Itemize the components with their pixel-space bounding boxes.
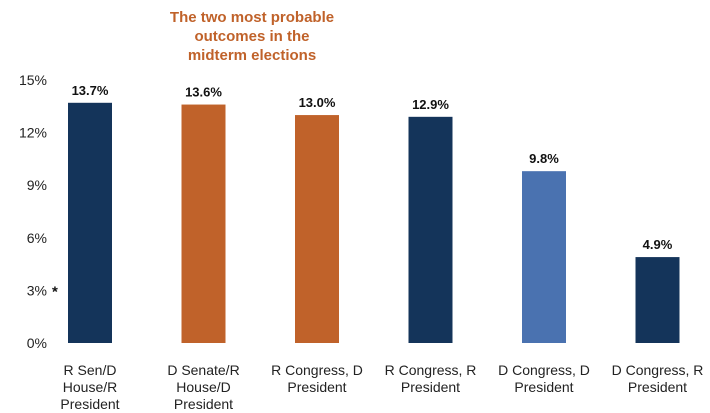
category-label-line: President: [174, 396, 233, 412]
bar: [635, 257, 680, 343]
category-label-line: President: [628, 379, 687, 395]
category-label-line: R Congress, R: [385, 362, 477, 378]
bar: [295, 115, 339, 343]
category-label-line: R Sen/D: [64, 362, 117, 378]
data-label: 13.0%: [299, 95, 336, 110]
category-label: D Senate/R House/D President: [167, 362, 239, 412]
category-label-line: President: [401, 379, 460, 395]
category-label-line: R Congress, D: [271, 362, 363, 378]
category-label-line: President: [514, 379, 573, 395]
annotation-text: The two most probable outcomes in the midt…: [170, 9, 334, 64]
category-label-line: President: [60, 396, 119, 412]
annotation-line: outcomes in the: [194, 28, 309, 45]
category-label: R Congress, R President: [385, 362, 477, 395]
y-marker-asterisk: *: [52, 283, 58, 300]
data-label: 9.8%: [529, 151, 559, 166]
category-label: R Sen/D House/R President: [60, 362, 119, 412]
category-label-line: D Senate/R: [167, 362, 239, 378]
y-tick-label: 9%: [27, 177, 47, 193]
category-label: R Congress, D President: [271, 362, 363, 395]
data-label: 12.9%: [412, 97, 449, 112]
annotation-line: midterm elections: [188, 47, 316, 64]
y-tick-label: 3%: [27, 282, 47, 298]
data-label: 13.7%: [72, 83, 109, 98]
category-label-line: House/R: [63, 379, 117, 395]
category-label-line: D Congress, D: [498, 362, 590, 378]
category-label: D Congress, D President: [498, 362, 590, 395]
bar: [522, 171, 566, 343]
bar: [68, 102, 112, 343]
bar: [181, 104, 226, 344]
category-label-line: D Congress, R: [612, 362, 704, 378]
y-tick-label: 0%: [27, 335, 47, 351]
bar: [408, 116, 453, 343]
annotation-line: The two most probable: [170, 9, 334, 26]
category-label: D Congress, R President: [612, 362, 704, 395]
category-label-line: House/D: [176, 379, 230, 395]
data-label: 13.6%: [185, 85, 222, 100]
data-label: 4.9%: [643, 237, 673, 252]
y-tick-label: 6%: [27, 230, 47, 246]
y-tick-label: 12%: [19, 125, 47, 141]
y-tick-label: 15%: [19, 72, 47, 88]
category-label-line: President: [287, 379, 346, 395]
